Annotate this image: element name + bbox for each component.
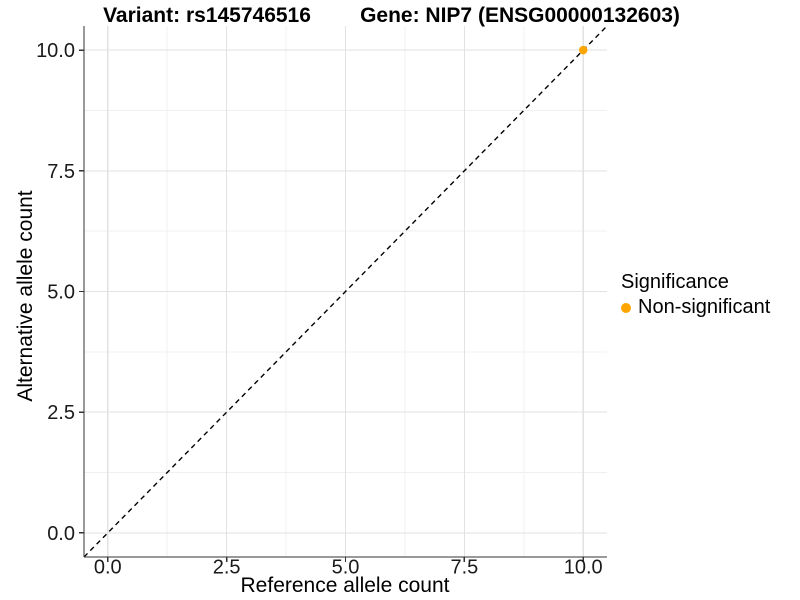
x-tick-label: 10.0: [564, 557, 603, 579]
legend-dot-icon: [621, 302, 631, 313]
legend-entry-label: Non-significant: [638, 296, 771, 318]
y-tick-label: 0.0: [47, 523, 75, 545]
y-axis-label: Alternative allele count: [14, 190, 37, 402]
identity-line: [83, 25, 608, 558]
x-axis-label: Reference allele count: [240, 574, 450, 597]
legend-title: Significance: [621, 271, 729, 293]
y-tick-label: 2.5: [47, 402, 75, 424]
y-tick-label: 5.0: [47, 282, 75, 304]
legend: Significance Non-significant: [621, 271, 770, 319]
x-tick-label: 2.5: [213, 557, 241, 579]
x-tick-label: 5.0: [332, 557, 360, 579]
plot-title-variant: Variant: rs145746516: [103, 4, 311, 27]
legend-entry: Non-significant: [621, 296, 770, 319]
plot-title-gene: Gene: NIP7 (ENSG00000132603): [360, 4, 680, 27]
data-point: [579, 45, 588, 55]
y-tick-label: 7.5: [47, 161, 75, 183]
x-tick-label: 0.0: [94, 557, 122, 579]
x-tick-label: 7.5: [450, 557, 478, 579]
y-tick-label: 10.0: [36, 40, 75, 62]
